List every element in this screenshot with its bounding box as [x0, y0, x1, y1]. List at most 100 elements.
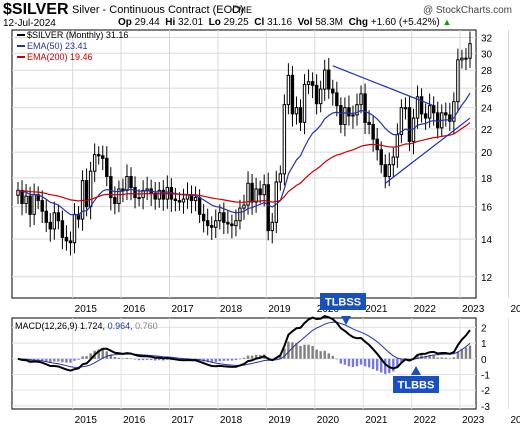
macd-histogram-bar — [444, 357, 447, 359]
macd-line — [17, 315, 471, 372]
candle-body — [137, 197, 141, 200]
candle-body — [24, 195, 28, 205]
macd-x-tick-label: 2024 — [511, 415, 520, 426]
candle-body — [270, 221, 274, 232]
macd-tick-label: -1 — [481, 370, 490, 381]
candle-body — [290, 74, 295, 115]
macd-legend-name: MACD(12,26,9) — [15, 321, 80, 331]
macd-histogram-bar — [154, 358, 157, 361]
macd-histogram-bar — [158, 358, 161, 361]
candle-body — [347, 107, 351, 117]
candle-body — [331, 88, 335, 94]
macd-tick-label: -2 — [481, 386, 490, 397]
candle-body — [423, 113, 428, 119]
descending-trendline — [332, 65, 434, 107]
candle-body — [117, 188, 121, 205]
candle-body — [286, 74, 291, 106]
open-value: 29.44 — [134, 17, 160, 28]
open-label: Op — [118, 17, 132, 28]
macd-histogram-bar — [392, 358, 395, 372]
candle-body — [197, 197, 202, 215]
change-label: Chg — [348, 17, 369, 28]
macd-histogram-bar — [351, 358, 355, 367]
candle-body — [109, 176, 113, 199]
candle-body — [391, 156, 396, 166]
macd-tick-label: 0 — [481, 355, 487, 366]
price-x-tick-label: 2023 — [462, 304, 485, 315]
macd-histogram-bar — [375, 358, 379, 371]
macd-histogram-bar — [307, 344, 310, 359]
candle-body — [355, 104, 359, 116]
macd-legend-histogram: 0.760 — [135, 321, 158, 331]
macd-histogram-bar — [291, 342, 294, 359]
candle-body — [298, 107, 303, 123]
candle-body — [254, 188, 258, 203]
price-tick-label: 16 — [481, 203, 493, 214]
price-tick-label: 18 — [481, 174, 493, 185]
price-tick-label: 32 — [481, 34, 493, 45]
candle-body — [363, 93, 367, 123]
macd-histogram-bar — [61, 358, 64, 363]
macd-histogram-bar — [283, 348, 286, 359]
candle-body — [97, 154, 101, 157]
low-label: Lo — [208, 17, 221, 28]
macd-histogram-bar — [234, 358, 238, 361]
macd-histogram-bar — [137, 358, 141, 361]
tlbss-label-box — [320, 293, 366, 310]
candle-body — [92, 154, 97, 172]
ema50-line — [17, 92, 471, 216]
macd-histogram-bar — [32, 358, 36, 361]
candle-body — [113, 197, 117, 205]
macd-histogram-bar — [105, 351, 108, 359]
macd-histogram-bar — [327, 353, 330, 359]
macd-histogram-bar — [222, 358, 226, 361]
macd-histogram-bar — [355, 358, 359, 367]
macd-histogram-bar — [335, 358, 339, 360]
macd-histogram-bar — [343, 358, 347, 365]
macd-x-tick-label: 2020 — [317, 415, 340, 426]
macd-histogram-bar — [424, 355, 427, 359]
candle-body — [246, 182, 250, 206]
close-value: 31.16 — [267, 17, 293, 28]
candle-body — [145, 188, 149, 191]
macd-histogram-bar — [85, 356, 88, 359]
candle-body — [282, 104, 287, 175]
macd-histogram-bar — [428, 355, 431, 359]
price-tick-label: 28 — [481, 66, 493, 77]
candle-body — [403, 107, 408, 110]
macd-histogram-bar — [121, 358, 125, 359]
volume-value: 58.3M — [315, 17, 344, 28]
macd-histogram-bar — [218, 358, 221, 362]
candle-body — [16, 189, 20, 196]
macd-histogram-bar — [448, 358, 452, 360]
candle-body — [133, 187, 137, 199]
candle-body — [399, 107, 404, 136]
macd-histogram-bar — [141, 358, 145, 361]
macd-histogram-bar — [89, 353, 92, 359]
candle-body — [343, 107, 347, 126]
up-arrow-icon: ▲ — [442, 17, 452, 27]
candle-body — [238, 207, 242, 222]
price-tick-label: 14 — [481, 235, 493, 246]
macd-histogram-bar — [254, 354, 258, 359]
candle-body — [448, 114, 452, 122]
candle-body — [335, 92, 339, 107]
macd-histogram-bar — [77, 358, 80, 360]
macd-histogram-bar — [36, 358, 40, 361]
macd-histogram-bar — [214, 358, 217, 363]
price-x-tick-label: 2016 — [123, 304, 146, 315]
candle-body — [129, 176, 133, 189]
price-x-tick-label: 2021 — [365, 304, 388, 315]
macd-histogram-bar — [367, 358, 371, 368]
copyright-label: @ StockCharts.com — [422, 5, 512, 16]
macd-histogram-bar — [53, 358, 56, 362]
candle-body — [468, 43, 472, 59]
candle-body — [234, 220, 238, 227]
candle-body — [173, 198, 178, 202]
candle-body — [161, 189, 165, 200]
macd-histogram-bar — [271, 358, 274, 360]
macd-signal-line — [17, 321, 471, 368]
macd-histogram-bar — [133, 358, 137, 360]
quote-stats: Op 29.44 Hi 32.01 Lo 29.25 Cl 31.16 Vol … — [118, 17, 451, 28]
macd-histogram-bar — [69, 358, 72, 363]
